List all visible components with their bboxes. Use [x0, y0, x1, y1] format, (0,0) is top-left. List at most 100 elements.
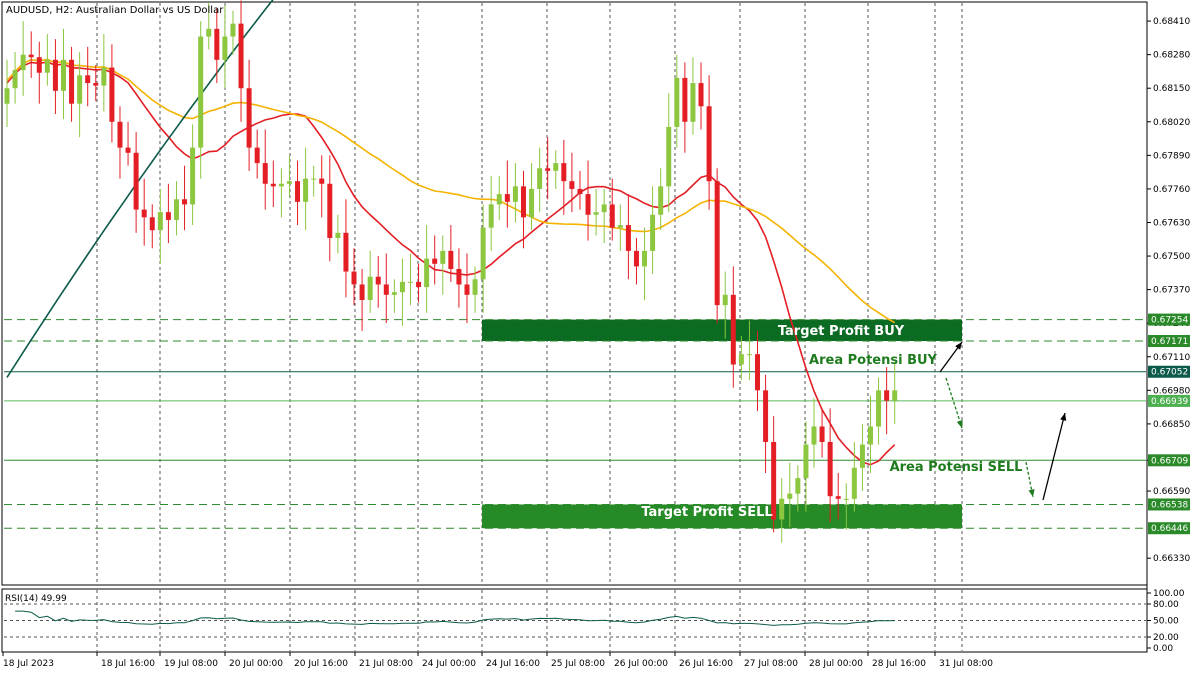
candle-body [803, 444, 809, 479]
time-axis: 18 Jul 2023 18 Jul 16:00 19 Jul 08:00 20 Ju… [2, 652, 993, 669]
candle-body [165, 212, 171, 220]
y-tick-label: 0.66980 [1153, 386, 1190, 396]
candle-body [512, 186, 518, 202]
candle-body [141, 209, 147, 218]
candle-body [625, 225, 631, 251]
price-axis: 0.68410 0.68280 0.68150 0.68020 0.67890 0.677… [1147, 17, 1190, 654]
price-tag-label: 0.66446 [1151, 524, 1188, 534]
y-tick-label: 0.67110 [1153, 353, 1190, 363]
candle-body [36, 57, 42, 73]
y-tick-label: 0.67760 [1153, 185, 1190, 195]
price-tag [1148, 522, 1190, 535]
candle-body [472, 279, 478, 295]
zone-target-profit-buy [482, 319, 962, 342]
x-tick-label: 24 Jul 16:00 [486, 659, 540, 669]
rsi-tick-label: 20.00 [1153, 633, 1179, 643]
candle-body [20, 54, 26, 71]
zones-layer [482, 319, 962, 529]
candle-body [391, 292, 397, 295]
x-tick-label: 19 Jul 08:00 [164, 659, 218, 669]
y-tick-label: 0.68150 [1153, 84, 1190, 94]
candle-body [399, 281, 405, 293]
candle-body [254, 147, 260, 164]
rsi-layer [4, 603, 1146, 638]
candle-body [109, 67, 115, 122]
x-tick-label: 31 Jul 08:00 [939, 659, 993, 669]
y-tick-label: 0.66330 [1153, 554, 1190, 564]
candle-body [658, 186, 664, 215]
x-tick-label: 20 Jul 00:00 [229, 659, 283, 669]
candle-body [4, 88, 10, 104]
candle-body [520, 186, 526, 218]
candle-body [859, 444, 865, 468]
price-tag-label: 0.67052 [1151, 368, 1188, 378]
candle-body [238, 23, 244, 89]
candle-body [496, 194, 502, 205]
candle-body [270, 183, 276, 187]
annotation-area-potensi-sell: Area Potensi SELL [890, 460, 1023, 475]
candle-body [884, 390, 890, 401]
candle-body [359, 284, 365, 300]
chart-title: AUDUSD, H2: Australian Dollar vs US Doll… [6, 5, 224, 16]
candle-body [779, 498, 785, 520]
candle-body [278, 183, 284, 187]
candle-body [28, 54, 34, 58]
candle-body [763, 390, 769, 442]
candle-body [746, 354, 752, 356]
x-tick-label: 27 Jul 08:00 [744, 659, 798, 669]
candle-body [593, 212, 599, 215]
candle-body [730, 294, 736, 365]
candle-body [601, 204, 607, 213]
x-tick-label: 21 Jul 08:00 [359, 659, 413, 669]
x-tick-label: 28 Jul 00:00 [809, 659, 863, 669]
candle-body [182, 199, 188, 205]
candle-body [633, 250, 639, 267]
candle-body [416, 281, 422, 288]
candle-body [698, 83, 704, 107]
candle-body [722, 294, 728, 306]
annotation-target-profit-buy: Target Profit BUY [778, 324, 905, 339]
candle-body [85, 75, 91, 84]
price-tag [1148, 498, 1190, 511]
candle-body [343, 232, 349, 272]
candle-body [117, 121, 123, 148]
candle-body [69, 59, 75, 104]
candle-body [795, 478, 801, 494]
candle-body [569, 181, 575, 189]
candle-body [755, 354, 761, 391]
candle-body [327, 183, 333, 238]
price-tag-label: 0.67254 [1151, 316, 1188, 326]
rsi-title: RSI(14) 49.99 [5, 594, 67, 604]
candle-body [537, 168, 543, 189]
arrow-up-to-buy-target-head [955, 342, 962, 350]
candle-body [262, 163, 268, 184]
candle-body [561, 163, 567, 182]
candles-layer [4, 0, 898, 543]
y-tick-label: 0.67630 [1153, 218, 1190, 228]
price-tag-label: 0.66538 [1151, 500, 1188, 510]
candle-body [819, 426, 825, 442]
arrow-up-from-sell-target [1042, 412, 1066, 501]
candle-body [529, 188, 535, 218]
y-tick-label: 0.68410 [1153, 17, 1190, 27]
zone-target-profit-sell [482, 504, 962, 529]
rsi-tick-label: 100.00 [1153, 589, 1185, 599]
arrow-down-to-sell-target-head [1028, 489, 1035, 497]
candle-body [553, 163, 559, 171]
candle-body [198, 36, 204, 148]
candle-body [811, 426, 817, 445]
candle-body [650, 214, 656, 251]
candle-body [851, 467, 857, 499]
rsi-line [15, 610, 895, 626]
price-tag [1148, 394, 1190, 407]
candle-body [706, 106, 712, 182]
annotation-area-potensi-buy: Area Potensi BUY [809, 353, 938, 368]
candle-body [585, 194, 591, 215]
candle-body [609, 204, 615, 228]
candle-body [666, 126, 672, 187]
candle-body [674, 77, 680, 127]
y-tick-label: 0.66850 [1153, 420, 1190, 430]
candle-body [682, 77, 688, 122]
